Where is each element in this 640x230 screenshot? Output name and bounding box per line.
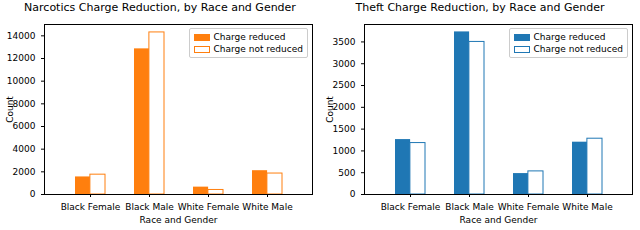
html-text:Theft Charge Reduction, by Rac: Theft Charge Reduction, by Race and Gend… <box>355 1 605 14</box>
svg-text:3500: 3500 <box>333 37 356 47</box>
svg-text:10000: 10000 <box>7 76 36 86</box>
svg-text:14000: 14000 <box>7 31 36 41</box>
svg-text:6000: 6000 <box>13 121 36 131</box>
svg-text:4000: 4000 <box>13 144 36 154</box>
html-text:Charge not reduced: Charge not reduced <box>533 44 623 54</box>
svg-text:2500: 2500 <box>333 80 356 90</box>
svg-text:2000: 2000 <box>333 102 356 112</box>
svg-text:Count: Count <box>5 96 15 123</box>
svg-text:3000: 3000 <box>333 59 356 69</box>
html-text:Charge reduced: Charge reduced <box>533 32 606 42</box>
svg-text:1500: 1500 <box>333 124 356 134</box>
svg-text:1000: 1000 <box>333 146 356 156</box>
svg-text:White Male: White Male <box>242 202 293 212</box>
svg-text:0: 0 <box>350 189 356 199</box>
svg-text:8000: 8000 <box>13 99 36 109</box>
svg-text:White Female: White Female <box>178 202 240 212</box>
svg-text:2000: 2000 <box>13 167 36 177</box>
svg-text:Count: Count <box>325 96 335 123</box>
svg-text:500: 500 <box>338 168 355 178</box>
svg-text:0: 0 <box>30 189 36 199</box>
svg-text:Black Female: Black Female <box>61 202 121 212</box>
svg-text:Race and Gender: Race and Gender <box>460 215 538 225</box>
html-text:Narcotics Charge Reduction, by: Narcotics Charge Reduction, by Race and … <box>24 1 296 14</box>
svg-text:White Female: White Female <box>498 202 560 212</box>
svg-text:Black Male: Black Male <box>445 202 494 212</box>
html-text:Charge reduced: Charge reduced <box>213 32 286 42</box>
svg-text:Race and Gender: Race and Gender <box>140 215 218 225</box>
svg-text:White Male: White Male <box>562 202 613 212</box>
html-text:Charge not reduced: Charge not reduced <box>213 44 303 54</box>
svg-text:Black Female: Black Female <box>381 202 441 212</box>
svg-text:12000: 12000 <box>7 53 36 63</box>
svg-text:Black Male: Black Male <box>125 202 174 212</box>
